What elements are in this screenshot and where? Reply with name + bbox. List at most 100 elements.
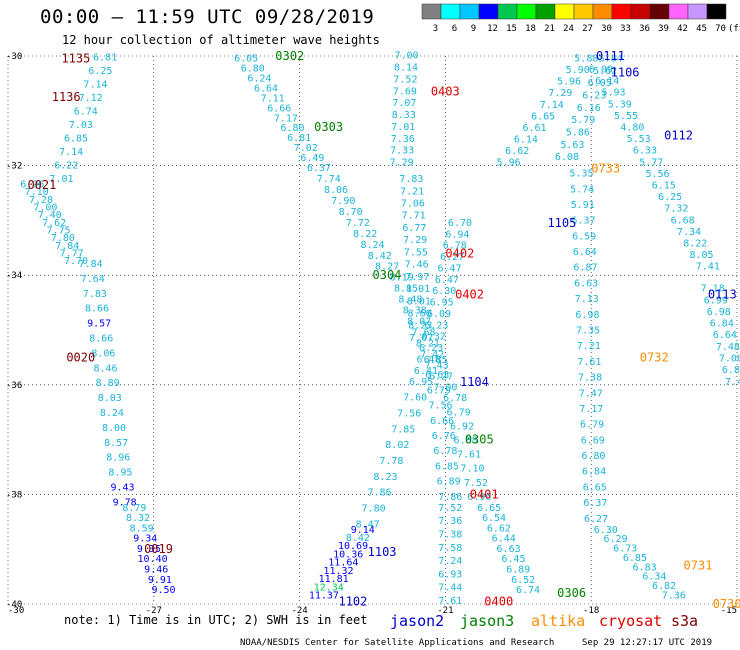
page-title: 00:00 — 11:59 UTC 09/28/2019 [40, 6, 375, 28]
pass-time-label: 0303 [314, 120, 343, 134]
wave-height-value: 6.47 [435, 275, 459, 286]
wave-height-value: 8.06 [324, 185, 348, 196]
wave-height-value: 6.87 [573, 263, 597, 274]
wave-height-value: 5.96 [497, 158, 521, 169]
wave-height-value: 9.34 [133, 534, 157, 545]
color-scale-label: 36 [639, 24, 650, 34]
wave-height-value: 6.37 [571, 216, 595, 227]
color-scale-swatch [535, 3, 556, 20]
wave-height-value: 6.98 [575, 310, 599, 321]
wave-height-value: 7.35 [576, 325, 600, 336]
wave-height-value: 11.81 [319, 574, 349, 585]
wave-height-value: 7.78 [379, 456, 403, 467]
wave-height-value: 9.50 [151, 585, 175, 596]
wave-height-value: 7.86 [367, 488, 391, 499]
wave-height-value: 6.63 [497, 544, 521, 555]
wave-height-value: 7.40 [725, 377, 740, 388]
wave-height-value: 7.80 [362, 503, 386, 514]
wave-height-value: 6.95 [409, 377, 433, 388]
wave-height-value: 6.25 [88, 66, 112, 77]
pass-time-label: 0113 [708, 287, 737, 301]
wave-height-value: 8.05 [690, 250, 714, 261]
x-tick-label: -21 [437, 606, 453, 616]
wave-height-value: 6.30 [594, 525, 618, 536]
color-scale-swatch [706, 3, 727, 20]
wave-height-value: 6.09 [589, 64, 613, 75]
wave-height-value: 8.19 [390, 273, 414, 284]
wave-height-value: 10.69 [338, 541, 368, 552]
wave-height-value: 7.44 [438, 583, 462, 594]
wave-height-value: 6.63 [425, 370, 449, 381]
wave-height-value: 5.56 [645, 169, 669, 180]
wave-height-value: 6.92 [450, 421, 474, 432]
color-scale-label: 15 [506, 24, 517, 34]
wave-height-value: 6.80 [280, 123, 304, 134]
wave-height-value: 8.66 [85, 304, 109, 315]
wave-height-value: 7.36 [662, 591, 686, 602]
wave-height-value: 7.14 [83, 79, 107, 90]
pass-time-label: 1103 [368, 545, 397, 559]
wave-height-value: 7.17 [579, 404, 603, 415]
wave-height-value: 7.74 [317, 174, 341, 185]
wave-height-value: 9.43 [110, 482, 134, 493]
wave-height-value: 7.00 [33, 203, 57, 214]
color-scale-label: 45 [696, 24, 707, 34]
credit-text: NOAA/NESDIS Center for Satellite Applica… [240, 638, 554, 648]
wave-height-value: 11.37 [309, 591, 339, 602]
wave-height-value: 7.01 [49, 174, 73, 185]
wave-height-value: 7.46 [405, 260, 429, 271]
wave-height-value: 7.29 [390, 158, 414, 169]
wave-height-value: 8.66 [89, 333, 113, 344]
wave-height-value: 7.71 [402, 211, 426, 222]
wave-height-value: 6.14 [514, 134, 538, 145]
wave-height-value: 10.36 [333, 549, 363, 560]
wave-height-value: 6.37 [583, 498, 607, 509]
wave-height-value: 7.18 [701, 284, 725, 295]
wave-height-value: 6.88 [453, 436, 477, 447]
color-scale-swatch [668, 3, 689, 20]
wave-height-value: 7.48 [716, 342, 740, 353]
wave-height-value: 6.74 [516, 585, 540, 596]
wave-height-value: 7.01 [391, 122, 415, 133]
wave-height-value: 6.96 [20, 180, 44, 191]
wave-height-value: 7.80 [51, 233, 75, 244]
wave-height-value: 6.77 [402, 223, 426, 234]
x-tick-label: -27 [146, 606, 162, 616]
wave-height-value: 11.32 [323, 566, 353, 577]
wave-height-value: 7.56 [428, 401, 452, 412]
wave-height-value: 6.63 [574, 278, 598, 289]
color-scale-label: 33 [620, 24, 631, 34]
wave-height-value: 6.64 [573, 247, 597, 258]
wave-height-value: 6.64 [713, 330, 737, 341]
wave-height-value: 7.00 [433, 382, 457, 393]
wave-height-value: 6.89 [506, 564, 530, 575]
wave-height-value: 7.38 [438, 529, 462, 540]
wave-height-value: 6.15 [652, 180, 676, 191]
pass-time-label: 0021 [27, 178, 56, 192]
wave-height-value: 6.85 [64, 133, 88, 144]
pass-time-label: 0305 [465, 433, 494, 447]
wave-height-value: 6.85 [623, 553, 647, 564]
pass-time-label: 0400 [484, 594, 513, 608]
wave-height-value: 7.17 [274, 113, 298, 124]
wave-height-value: 7.69 [393, 86, 417, 97]
wave-height-value: 7.90 [331, 196, 355, 207]
wave-height-value: 7.24 [438, 556, 462, 567]
pass-time-label: 1135 [61, 52, 90, 66]
wave-height-value: 6.96 [467, 492, 491, 503]
wave-height-value: 8.07 [407, 317, 431, 328]
wave-height-value: 6.08 [555, 152, 579, 163]
wave-height-value: 8.23 [408, 321, 432, 332]
wave-height-value: 6.30 [432, 286, 456, 297]
pass-time-label: 0304 [373, 268, 402, 282]
wave-height-value: 9.57 [87, 319, 111, 330]
legend-entry: jason3 [460, 612, 514, 630]
wave-height-value: 6.85 [722, 365, 740, 376]
wave-height-value: 6.14 [595, 76, 619, 87]
wave-height-value: 6.27 [429, 371, 453, 382]
wave-height-value: 6.37 [307, 163, 331, 174]
wave-height-value: 8.24 [360, 240, 384, 251]
wave-height-value: 7.52 [464, 478, 488, 489]
